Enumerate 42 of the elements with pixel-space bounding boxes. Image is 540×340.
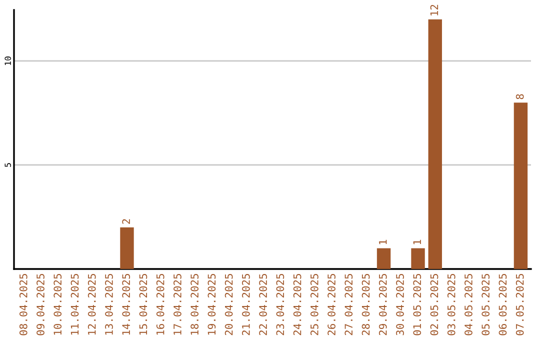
x-tick-label: 09.04.2025 — [36, 274, 44, 336]
x-tick-label: 29.04.2025 — [378, 274, 387, 336]
bar — [120, 227, 134, 269]
x-tick-label: 19.04.2025 — [208, 274, 216, 335]
x-tick-label: 06.05.2025 — [498, 274, 507, 336]
x-tick-label: 20.04.2025 — [224, 274, 233, 336]
x-tick-label: 01.05.2025 — [413, 274, 422, 336]
x-tick-label: 12.04.2025 — [88, 274, 96, 335]
data-label: 12 — [430, 4, 438, 16]
x-tick-label: 05.05.2025 — [482, 274, 490, 336]
x-tick-label: 14.04.2025 — [122, 274, 130, 335]
x-tick-label: 24.04.2025 — [293, 274, 302, 336]
x-tick-label: 15.04.2025 — [139, 274, 148, 335]
x-tick-label: 13.04.2025 — [105, 274, 113, 335]
x-tick-label: 10.04.2025 — [54, 274, 62, 335]
x-tick-label: 18.04.2025 — [190, 274, 199, 335]
x-tick-label: 30.04.2025 — [396, 274, 404, 336]
bar — [514, 102, 528, 269]
data-label: 2 — [122, 219, 130, 224]
x-tick-label: 22.04.2025 — [259, 274, 267, 336]
x-tick-label: 28.04.2025 — [362, 274, 370, 336]
x-tick-label: 27.04.2025 — [344, 274, 353, 336]
x-tick-label: 25.04.2025 — [310, 274, 318, 336]
x-tick-label: 23.04.2025 — [276, 274, 284, 336]
x-tick-label: 04.05.2025 — [464, 274, 472, 336]
y-tick-label: 10 — [4, 56, 11, 65]
bar — [428, 19, 442, 269]
data-label: 8 — [516, 94, 524, 100]
bar — [411, 248, 425, 269]
x-tick-label: 07.05.2025 — [516, 274, 524, 336]
bar — [376, 248, 391, 269]
x-tick-label: 16.04.2025 — [156, 274, 164, 335]
x-tick-label: 26.04.2025 — [328, 274, 336, 336]
x-tick-label: 11.04.2025 — [70, 274, 79, 335]
x-tick-label: 17.04.2025 — [174, 274, 182, 335]
data-label: 1 — [413, 240, 421, 244]
x-tick-label: 21.04.2025 — [242, 274, 250, 336]
y-tick-label: 5 — [4, 163, 11, 167]
x-tick-label: 08.04.2025 — [19, 274, 28, 336]
x-tick-label: 02.05.2025 — [430, 274, 438, 336]
x-tick-label: 03.05.2025 — [447, 274, 456, 336]
data-label: 1 — [379, 240, 387, 244]
